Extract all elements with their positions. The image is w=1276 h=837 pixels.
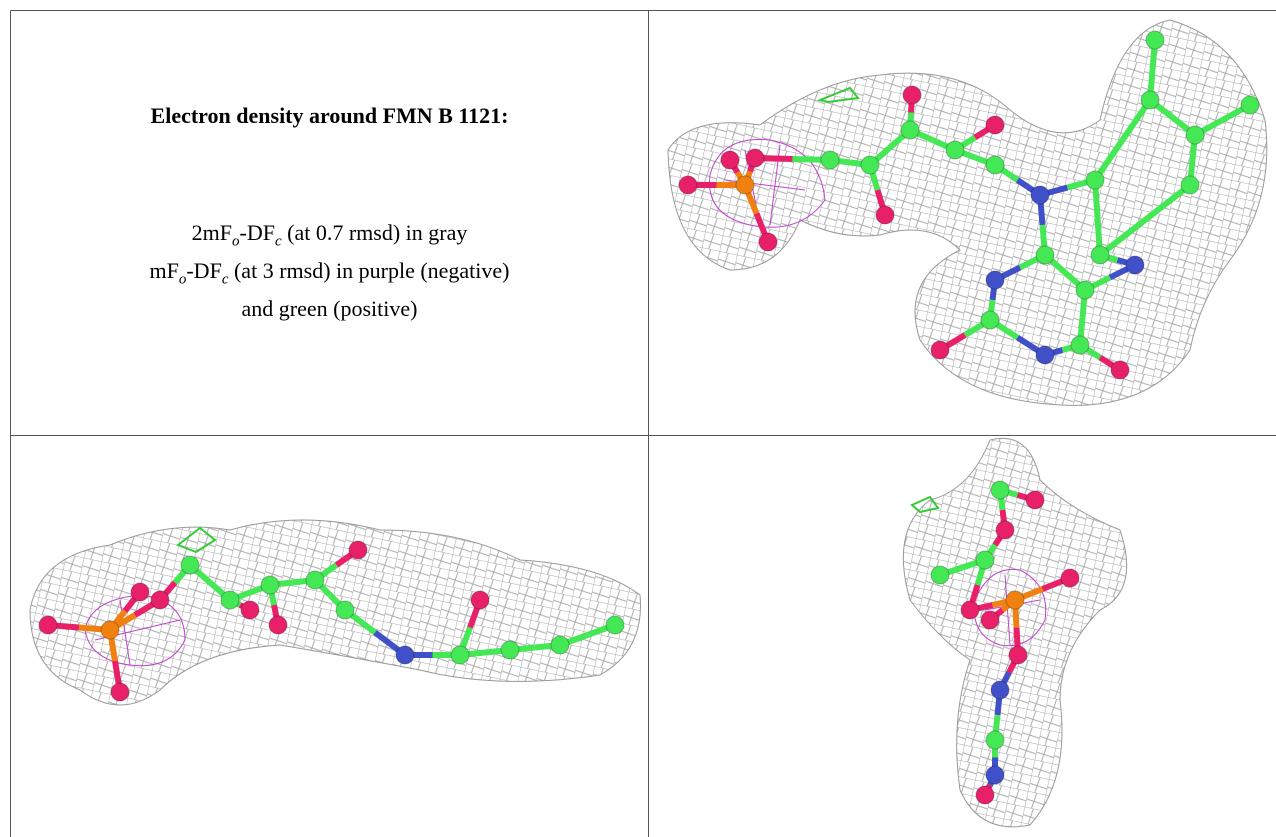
positive-density <box>816 86 860 104</box>
atom <box>720 150 740 170</box>
atom <box>875 205 895 225</box>
subscript: o <box>232 233 240 250</box>
atom <box>38 615 58 635</box>
caption-cell: Electron density around FMN B 1121: 2mFo… <box>11 11 648 435</box>
atom <box>395 645 415 665</box>
atom <box>678 175 698 195</box>
atom <box>1240 95 1260 115</box>
atom <box>900 120 920 140</box>
atom <box>985 155 1005 175</box>
atom <box>110 682 130 702</box>
atom <box>930 565 950 585</box>
legend-line: 2mFo-DFc (at 0.7 rmsd) in gray <box>11 214 648 252</box>
atom <box>335 600 355 620</box>
subscript: c <box>274 233 282 250</box>
atom <box>1060 568 1080 588</box>
atom <box>260 575 280 595</box>
atom <box>1145 30 1165 50</box>
atom <box>975 550 995 570</box>
atom <box>240 600 260 620</box>
atom <box>150 590 170 610</box>
atom <box>1110 360 1130 380</box>
atom <box>860 155 880 175</box>
atom <box>1125 255 1145 275</box>
atom <box>605 615 625 635</box>
atom <box>1005 590 1025 610</box>
panel-borders <box>10 10 1276 837</box>
atom <box>735 175 755 195</box>
title: Electron density around FMN B 1121: <box>150 103 509 128</box>
legend-line: mFo-DFc (at 3 rmsd) in purple (negative) <box>11 252 648 290</box>
atom <box>1085 170 1105 190</box>
subscript: o <box>178 271 187 288</box>
atom <box>990 680 1010 700</box>
atom <box>305 570 325 590</box>
legend-line: and green (positive) <box>11 290 648 328</box>
text-run: (at 0.7 rmsd) in gray <box>281 220 468 245</box>
atom <box>180 555 200 575</box>
atom <box>450 645 470 665</box>
atom <box>1035 345 1055 365</box>
atom <box>1180 175 1200 195</box>
bond <box>1143 182 1192 223</box>
text-run: and green (positive) <box>241 296 418 321</box>
atom <box>500 640 520 660</box>
atom <box>758 232 778 252</box>
legend: 2mFo-DFc (at 0.7 rmsd) in gray mFo-DFc (a… <box>11 214 648 328</box>
density-mesh <box>667 19 1268 406</box>
atom <box>980 310 1000 330</box>
subscript: c <box>221 271 229 288</box>
atom <box>1025 490 1045 510</box>
atom <box>902 85 922 105</box>
text-run: mF <box>149 258 179 283</box>
atom <box>930 340 950 360</box>
atom <box>100 620 120 640</box>
atom <box>1030 185 1050 205</box>
atom <box>820 150 840 170</box>
atom <box>470 590 490 610</box>
text-run: -DF <box>186 258 222 283</box>
atom <box>985 270 1005 290</box>
atom <box>975 785 995 805</box>
atom <box>945 140 965 160</box>
positive-density <box>910 495 940 514</box>
text-run: -DF <box>239 220 275 245</box>
positive-density <box>175 526 217 554</box>
atom <box>1075 280 1095 300</box>
atom <box>1185 125 1205 145</box>
atom <box>1008 645 1028 665</box>
atom <box>980 610 1000 630</box>
atom <box>960 600 980 620</box>
atom <box>1035 245 1055 265</box>
atom <box>985 115 1005 135</box>
bond <box>1098 217 1147 258</box>
atom <box>985 730 1005 750</box>
atom <box>1140 90 1160 110</box>
atom <box>130 582 150 602</box>
atom <box>220 590 240 610</box>
text-run: 2mF <box>191 220 232 245</box>
atom <box>550 635 570 655</box>
molecule-views <box>29 19 1268 828</box>
atom <box>348 540 368 560</box>
text-run: (at 3 rmsd) in purple (negative) <box>228 258 510 283</box>
atom <box>995 520 1015 540</box>
atom <box>745 148 765 168</box>
atom <box>1070 335 1090 355</box>
atom <box>990 480 1010 500</box>
atom <box>1090 245 1110 265</box>
atom <box>985 765 1005 785</box>
negative-density <box>709 138 826 228</box>
atom <box>268 615 288 635</box>
